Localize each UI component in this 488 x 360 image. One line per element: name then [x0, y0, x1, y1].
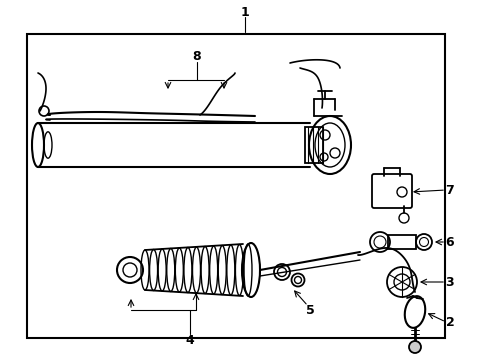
Text: 7: 7 — [445, 184, 453, 197]
Text: 2: 2 — [445, 315, 453, 328]
Bar — [305, 127, 323, 163]
Bar — [27, 34, 444, 338]
Text: 4: 4 — [185, 333, 194, 346]
Text: 1: 1 — [240, 5, 249, 18]
Text: 3: 3 — [445, 275, 453, 288]
Text: 5: 5 — [305, 303, 314, 316]
Text: 6: 6 — [445, 235, 453, 248]
Circle shape — [408, 341, 420, 353]
Bar — [387, 235, 415, 249]
Text: 8: 8 — [192, 50, 201, 63]
